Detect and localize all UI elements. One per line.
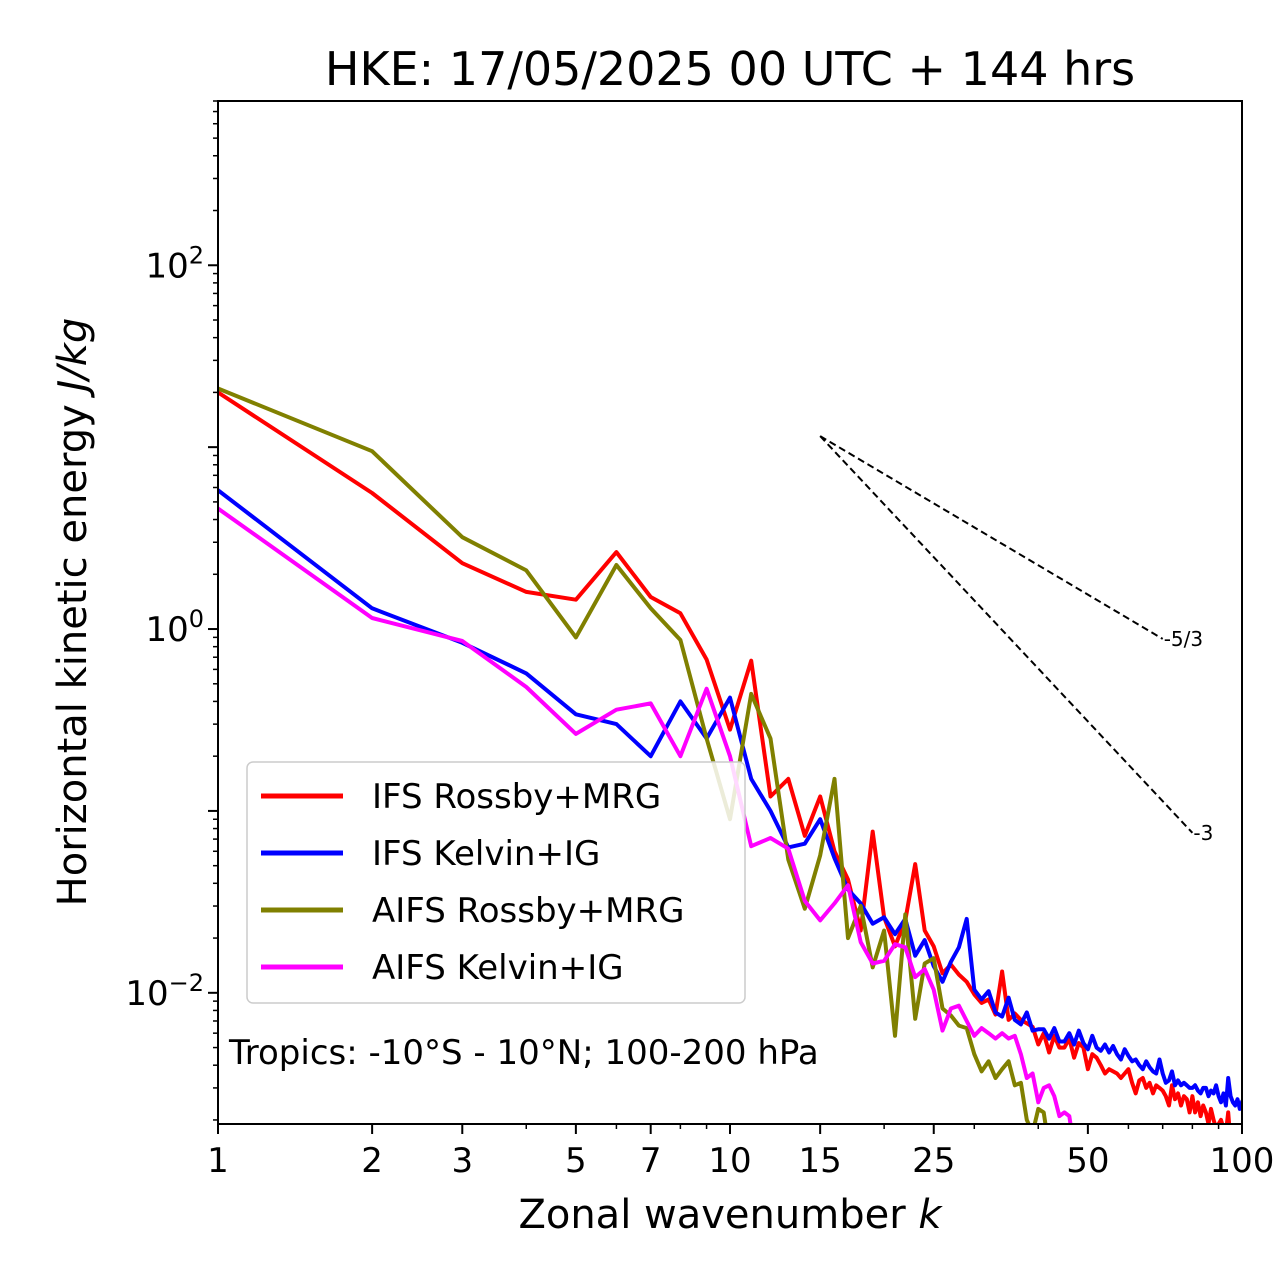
- y-axis-ticks: 102 100 10−2: [125, 100, 218, 1121]
- series-layer: [218, 386, 1242, 1124]
- chart-title: HKE: 17/05/2025 00 UTC + 144 hrs: [325, 42, 1135, 96]
- x-tick-label: 100: [1210, 1141, 1275, 1181]
- x-tick-label: 3: [451, 1141, 473, 1181]
- x-tick-label: 25: [912, 1141, 955, 1181]
- y-axis-label-unit: J/kg: [50, 318, 96, 399]
- legend-items: IFS Rossby+MRG IFS Kelvin+IG AIFS Rossby+M…: [261, 777, 684, 988]
- x-tick-label: 50: [1066, 1141, 1109, 1181]
- region-annotation: Tropics: -10°S - 10°N; 100-200 hPa: [228, 1033, 819, 1073]
- x-tick-label: 7: [640, 1141, 662, 1181]
- legend-label: AIFS Rossby+MRG: [372, 891, 684, 931]
- reference-lines: -5/3 -3: [819, 435, 1213, 845]
- series-line-2: [218, 487, 1242, 1111]
- legend-box: [246, 761, 746, 1004]
- x-axis-label-symbol: k: [918, 1192, 943, 1238]
- x-tick-label: 10: [708, 1141, 751, 1181]
- y-tick-label: 10−2: [125, 969, 204, 1014]
- x-tick-label: 5: [565, 1141, 587, 1181]
- y-tick-label: 102: [145, 241, 204, 286]
- legend-label: IFS Kelvin+IG: [372, 834, 600, 874]
- y-tick-label: 100: [145, 605, 204, 650]
- x-tick-label: 15: [799, 1141, 842, 1181]
- legend-label: IFS Rossby+MRG: [372, 777, 661, 817]
- reference-line-1: [819, 435, 1164, 640]
- legend: IFS Rossby+MRG IFS Kelvin+IG AIFS Rossby+M…: [246, 761, 746, 1004]
- legend-label: AIFS Kelvin+IG: [372, 948, 624, 988]
- y-axis-label: Horizontal kinetic energy J/kg: [50, 318, 96, 907]
- x-axis-ticks: 1 2 3 5 7 10 15 25 50 100: [207, 1124, 1274, 1181]
- reference-line-2: [819, 435, 1194, 834]
- reference-line-label: -5/3: [1164, 627, 1203, 651]
- series-line-4: [218, 506, 1073, 1124]
- x-tick-label: 2: [361, 1141, 383, 1181]
- y-axis-label-text: Horizontal kinetic energy: [50, 404, 96, 906]
- x-tick-label: 1: [207, 1141, 229, 1181]
- reference-line-label: -3: [1193, 821, 1213, 845]
- x-axis-label-text: Zonal wavenumber: [518, 1192, 906, 1238]
- x-axis-label: Zonal wavenumber k: [518, 1192, 943, 1238]
